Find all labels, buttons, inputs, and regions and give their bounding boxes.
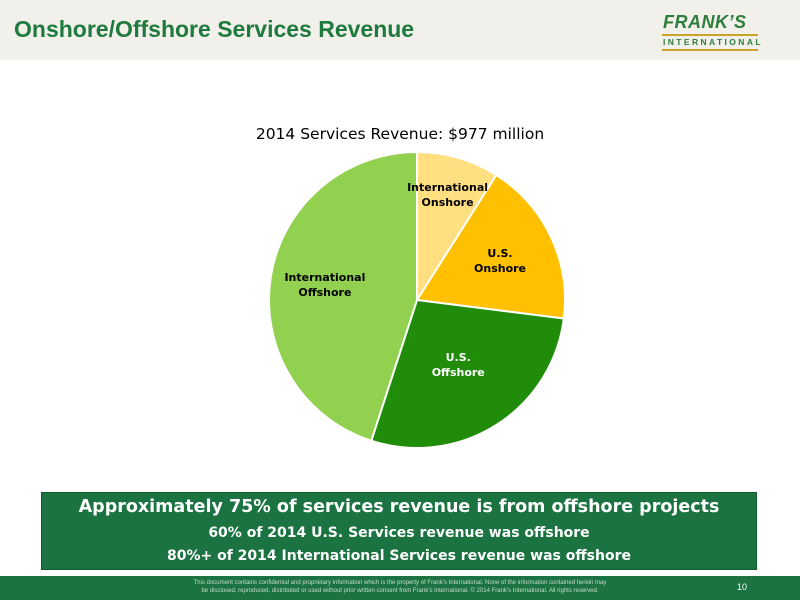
chart-title: 2014 Services Revenue: $977 million: [255, 125, 545, 143]
pie-label-u-s-onshore: U.S. Onshore: [474, 246, 527, 275]
pie-chart: 2014 Services Revenue: $977 million Inte…: [0, 60, 800, 490]
disclaimer-line-1: This document contains confidential and …: [193, 580, 607, 586]
offshore-callout-box: Approximately 75% of services revenue is…: [41, 492, 757, 570]
callout-heading: Approximately 75% of services revenue is…: [78, 497, 720, 517]
disclaimer-line-2: be disclosed, reproduced, distributed or…: [201, 588, 599, 594]
callout-international-line: 80%+ of 2014 International Services reve…: [166, 548, 631, 564]
pie-slice-u-s-offshore: [370, 298, 565, 449]
callout-us-line: 60% of 2014 U.S. Services revenue was of…: [208, 525, 590, 541]
slide-header: Onshore/Offshore Services Revenue FRANK’…: [0, 0, 800, 60]
pie-chart-svg: [268, 150, 566, 449]
logo-subtitle: INTERNATIONAL: [663, 37, 763, 47]
franks-international-logo: FRANK’S INTERNATIONAL: [660, 12, 763, 51]
logo-rule-top: [662, 34, 758, 36]
pie-label-international-onshore: International Onshore: [407, 180, 489, 209]
pie-slice-international-offshore: [268, 150, 418, 443]
pie-slice-u-s-onshore: [415, 173, 566, 320]
confidentiality-disclaimer: This document contains confidential and …: [140, 579, 660, 595]
logo-wordmark: FRANK’S: [663, 12, 747, 32]
slide-title: Onshore/Offshore Services Revenue: [14, 16, 415, 42]
pie-slice-international-onshore: [416, 150, 498, 304]
page-number: 10: [737, 582, 748, 592]
slide-footer: This document contains confidential and …: [0, 576, 800, 600]
pie-label-u-s-offshore: U.S. Offshore: [431, 350, 485, 379]
pie-label-international-offshore: International Offshore: [284, 271, 366, 300]
logo-rule-bottom: [662, 49, 758, 51]
